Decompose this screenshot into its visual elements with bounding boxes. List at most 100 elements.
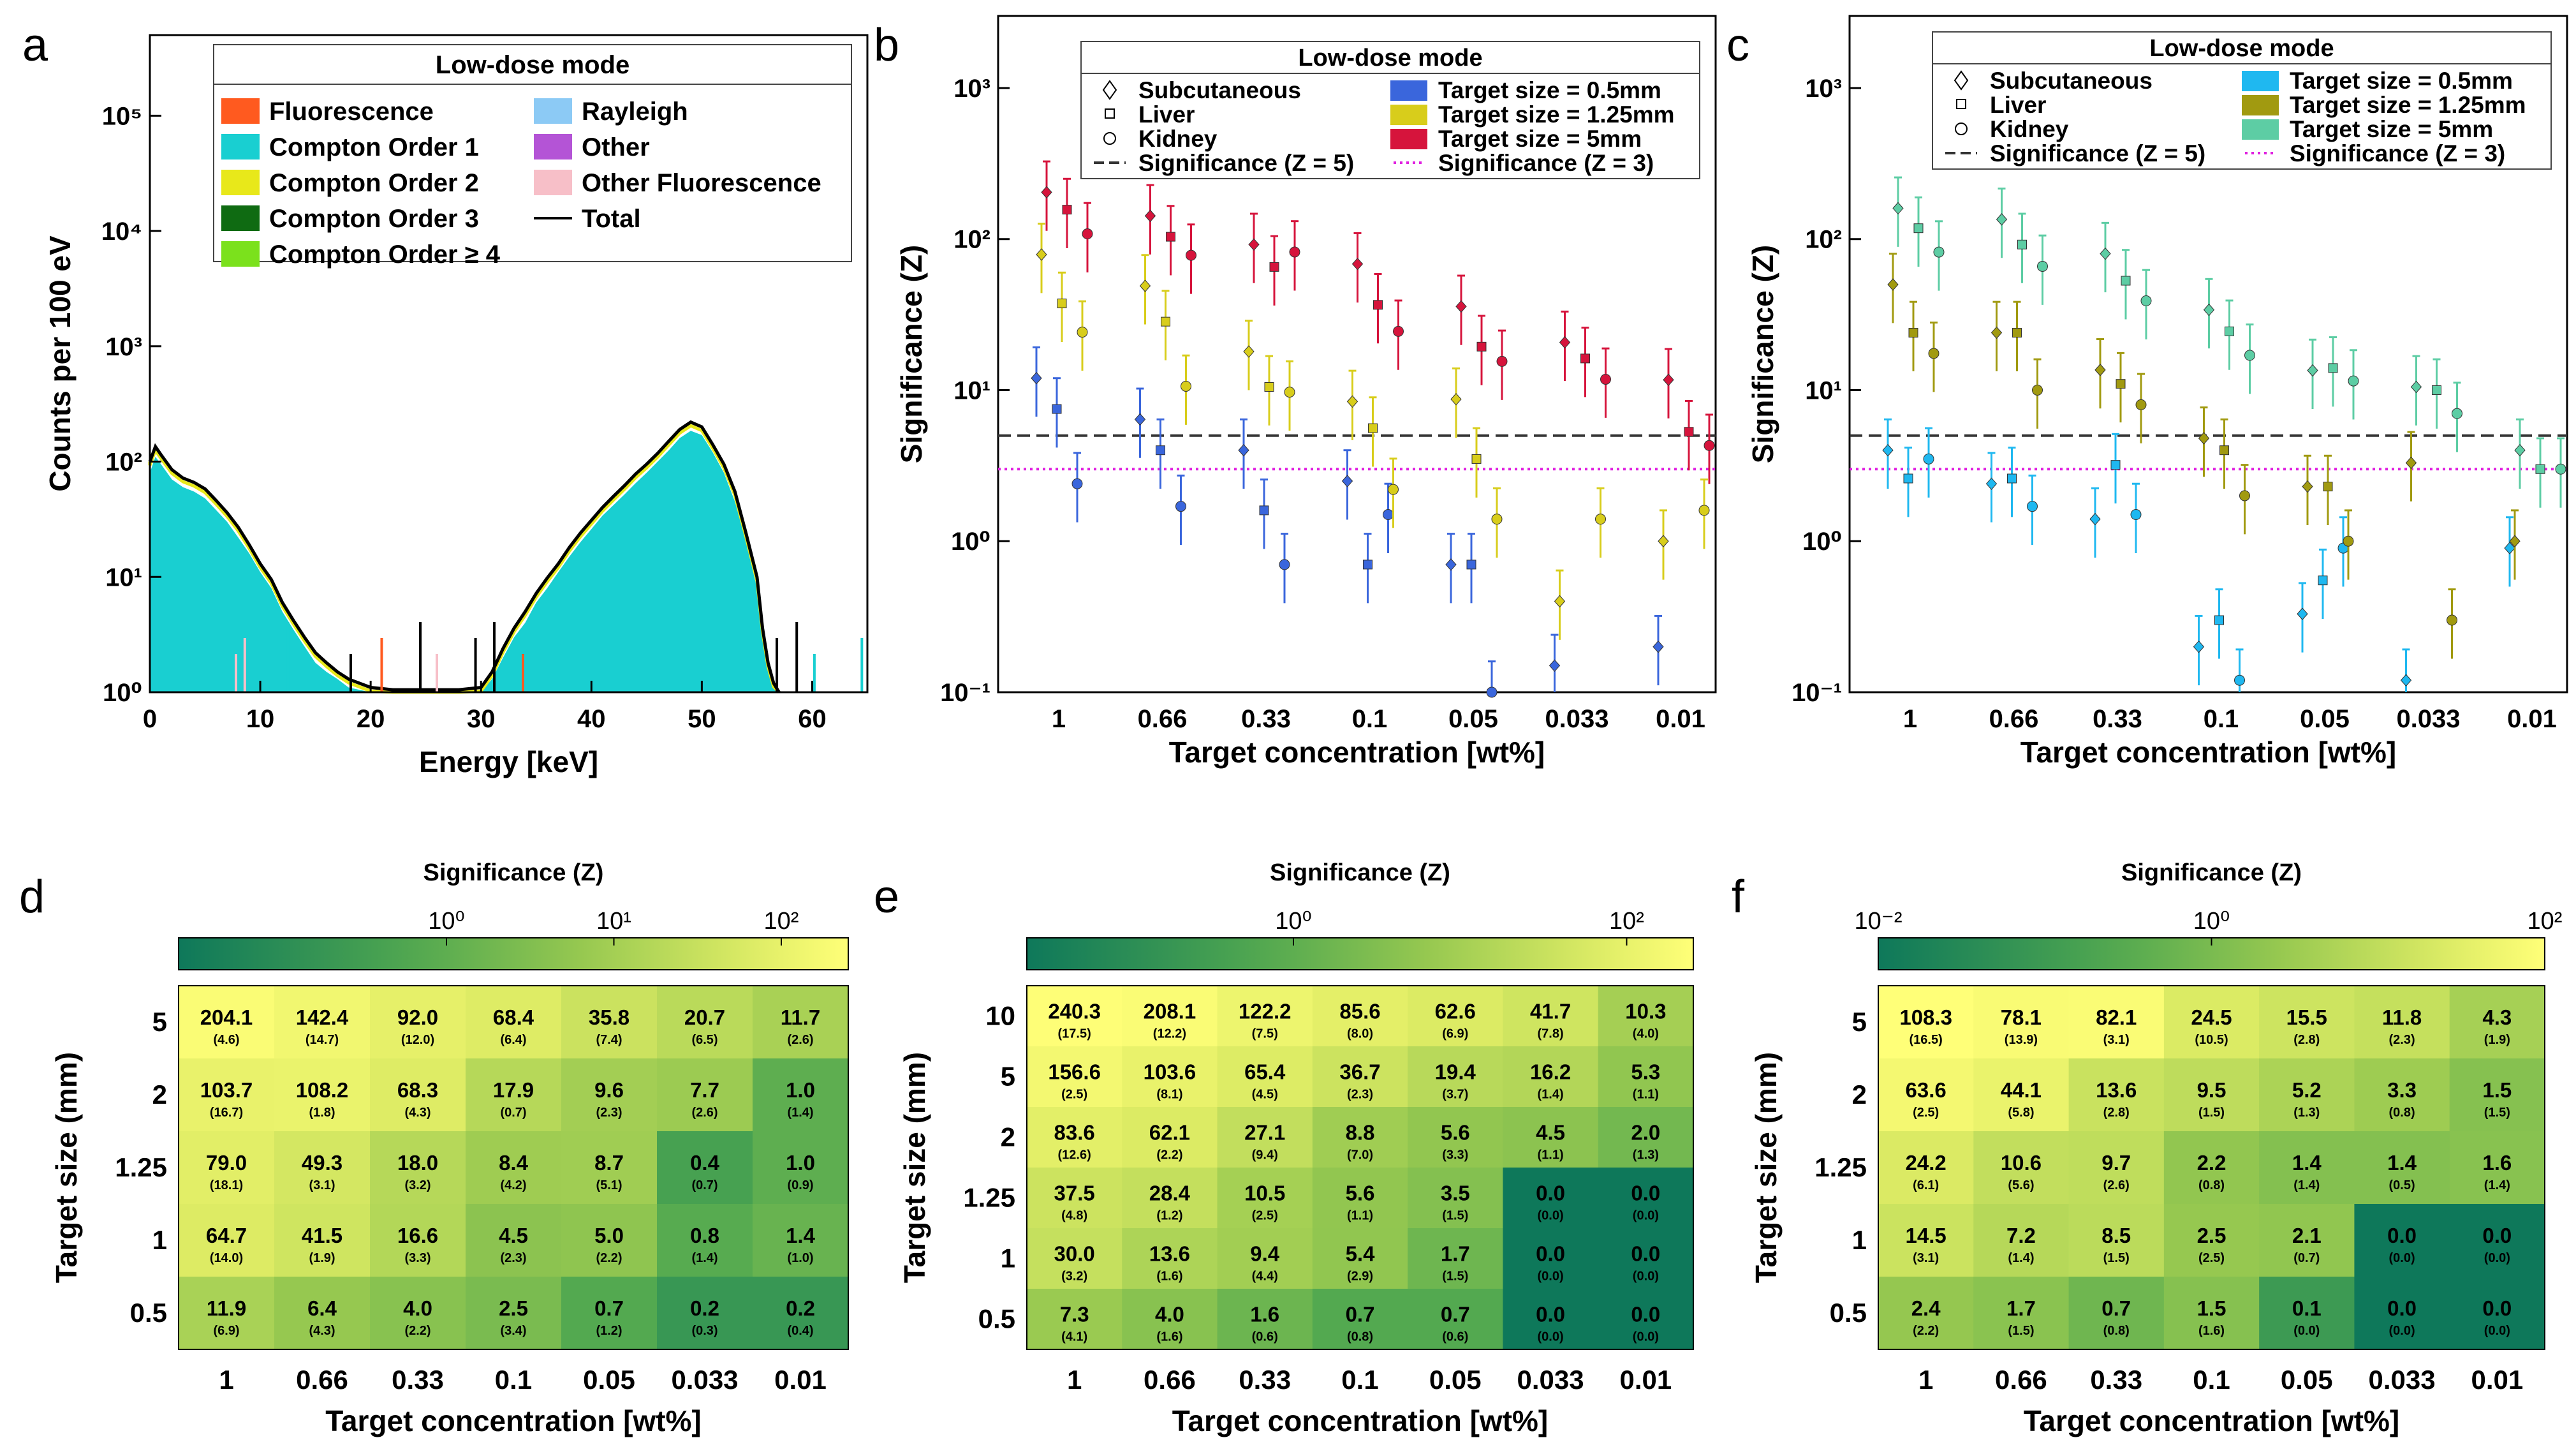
point-liver (1156, 445, 1165, 456)
cell-value: 8.7 (594, 1151, 624, 1175)
cell-value: 2.4 (1911, 1296, 1941, 1320)
cell-error: (1.6) (1156, 1330, 1182, 1344)
cell-value: 64.7 (206, 1224, 247, 1247)
heatmap-cell (1027, 1289, 1122, 1350)
panel-a: 0 10 20 30 40 50 60 10⁰ 10¹ 10² 10³ 10⁴ 10⁵ Energy [k… (43, 34, 869, 778)
legend-entry-label: Significance (Z = 3) (2290, 140, 2505, 167)
x-axis-label: Target concentration [wt%] (325, 1404, 702, 1437)
point-subcutaneous (1559, 336, 1571, 349)
heatmap-cell (1217, 1107, 1313, 1168)
legend-entry-label: Compton Order 2 (269, 169, 479, 197)
point-liver (1373, 300, 1383, 310)
cell-value: 62.6 (1435, 1000, 1476, 1023)
cell-value: 7.2 (2006, 1224, 2036, 1247)
cell-error: (3.4) (500, 1324, 526, 1338)
point-liver (1161, 316, 1170, 327)
point-kidney (2348, 375, 2359, 387)
cell-error: (1.9) (309, 1251, 335, 1265)
x-tick-label: 0.33 (392, 1365, 444, 1395)
y-tick-label: 10⁻¹ (1792, 679, 1842, 707)
cell-error: (1.9) (2484, 1033, 2510, 1047)
cell-error: (4.1) (1061, 1330, 1087, 1344)
x-tick-label: 1 (1052, 705, 1066, 733)
cell-value: 7.3 (1060, 1303, 1089, 1326)
cell-error: (12.2) (1153, 1027, 1186, 1041)
panel-e: 10⁰ 10² Significance (Z) 240.3 (17.5) 208.1 (1… (898, 859, 1694, 1437)
heatmap-cell (1408, 1228, 1503, 1289)
point-kidney (2037, 260, 2048, 272)
panel-letter-f: f (1732, 872, 1745, 923)
colorbar-tick-label: 10⁻² (1855, 908, 1903, 935)
cell-error: (3.1) (309, 1178, 335, 1192)
point-kidney (2343, 535, 2354, 547)
point-liver (2432, 385, 2441, 395)
point-subcutaneous (1341, 475, 1353, 487)
point-liver (2121, 276, 2131, 286)
cell-value: 0.0 (1536, 1182, 1565, 1205)
cell-error: (0.0) (1538, 1270, 1564, 1284)
cell-error: (0.7) (691, 1178, 718, 1192)
cell-error: (14.7) (305, 1033, 339, 1047)
cell-error: (2.8) (2293, 1033, 2320, 1047)
cell-value: 79.0 (206, 1151, 247, 1175)
cell-error: (1.3) (2293, 1106, 2320, 1120)
cell-value: 2.5 (499, 1296, 528, 1320)
x-tick-label: 0.033 (2396, 705, 2460, 733)
point-kidney (1491, 514, 1503, 525)
cell-error: (1.5) (1442, 1270, 1468, 1284)
heatmap-cell (753, 1204, 849, 1277)
y-tick-label: 10³ (1805, 75, 1842, 103)
cell-error: (0.0) (2484, 1324, 2510, 1338)
point-kidney (1181, 380, 1191, 392)
cell-value: 240.3 (1048, 1000, 1101, 1023)
point-subcutaneous (1243, 345, 1255, 358)
heatmap-cell (561, 1058, 658, 1132)
y-tick-label: 5 (152, 1007, 167, 1037)
heatmap-cell (2163, 1277, 2260, 1350)
cell-error: (1.4) (2293, 1178, 2320, 1192)
legend-swatch (2242, 95, 2279, 115)
point-kidney (2027, 501, 2038, 512)
legend-marker (1105, 108, 1115, 119)
heatmap-cell (1027, 986, 1122, 1047)
heatmap-cell (1217, 986, 1313, 1047)
legend-swatch (221, 205, 260, 231)
cell-value: 6.4 (307, 1296, 337, 1320)
cell-error: (4.8) (1061, 1209, 1087, 1223)
point-subcutaneous (1663, 373, 1674, 387)
cell-value: 0.0 (1536, 1242, 1565, 1266)
heatmap-cell (1878, 1204, 1974, 1277)
y-axis-label: Significance (Z) (1746, 245, 1779, 463)
heatmap-cell (179, 986, 275, 1059)
cell-error: (1.6) (1156, 1270, 1182, 1284)
heatmap-cell (1973, 986, 2070, 1059)
heatmap-cell (2449, 1058, 2545, 1132)
legend-swatch (534, 98, 572, 124)
cell-error: (0.5) (2389, 1178, 2415, 1192)
cell-value: 36.7 (1339, 1060, 1380, 1084)
point-liver (2219, 445, 2229, 456)
legend-entry-label: Other Fluorescence (582, 169, 821, 197)
heatmap-cell (1122, 1107, 1218, 1168)
heatmap-cell (1217, 1046, 1313, 1108)
cell-error: (0.0) (1633, 1209, 1659, 1223)
legend-entry-label: Target size = 5mm (1438, 126, 1642, 152)
y-tick-label: 10⁴ (101, 218, 142, 246)
heatmap-cell (466, 1131, 562, 1205)
y-tick-label: 10² (105, 449, 142, 477)
y-tick-label: 0.5 (130, 1298, 167, 1328)
cell-value: 0.0 (2387, 1296, 2417, 1320)
y-tick-label: 1.25 (1814, 1152, 1867, 1182)
cell-error: (2.3) (596, 1106, 622, 1120)
x-tick-label: 0.033 (2369, 1365, 2436, 1395)
cell-error: (0.3) (691, 1324, 718, 1338)
y-tick-label: 10⁰ (103, 679, 142, 707)
x-tick-label: 50 (688, 705, 716, 733)
point-liver (2110, 460, 2121, 470)
legend-entry-label: Kidney (1138, 126, 1218, 152)
point-kidney (1393, 325, 1404, 337)
point-liver (1057, 299, 1067, 309)
cell-value: 78.1 (2001, 1005, 2042, 1029)
point-liver (1264, 382, 1274, 392)
heatmap-cell (370, 986, 466, 1059)
